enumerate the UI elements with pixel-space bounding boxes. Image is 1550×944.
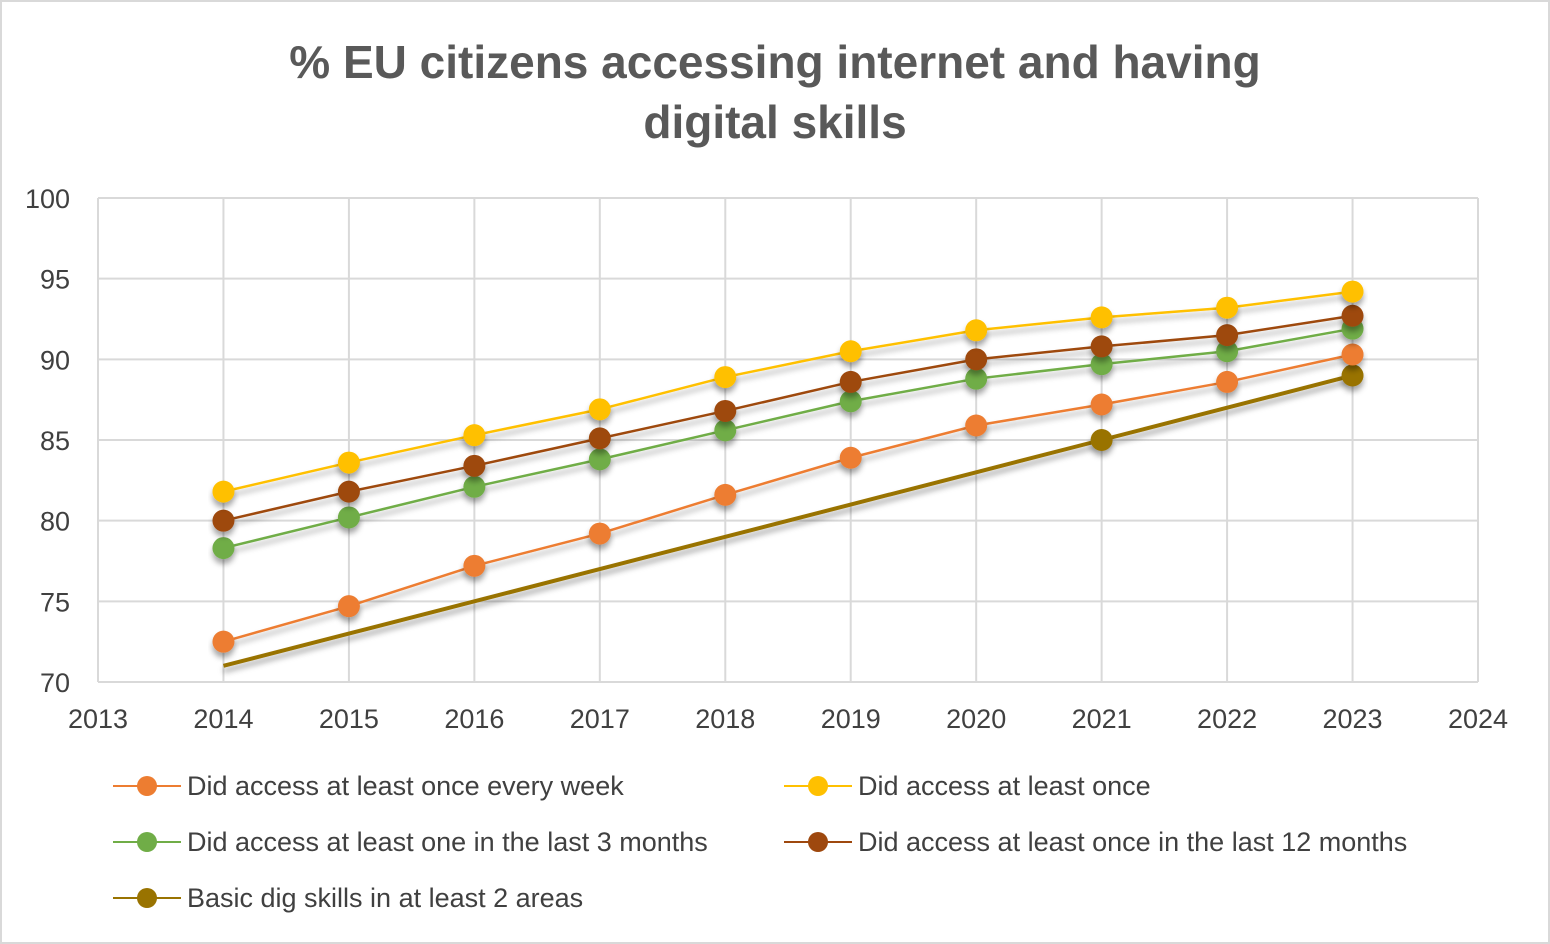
data-point-at-least-once-2014 (212, 480, 235, 503)
data-point-at-least-once-2017 (588, 398, 611, 421)
data-point-3-months-2017 (588, 448, 611, 471)
x-tick-label-2023: 2023 (1323, 704, 1383, 734)
data-point-weekly-2017 (588, 522, 611, 545)
data-point-12-months-2015 (337, 480, 360, 503)
x-tick-label-2014: 2014 (193, 704, 253, 734)
x-tick-label-2022: 2022 (1197, 704, 1257, 734)
gridlines (97, 197, 1479, 683)
chart-title-line-2: digital skills (643, 96, 907, 148)
y-tick-label-75: 75 (40, 587, 70, 617)
data-point-12-months-2022 (1216, 324, 1239, 347)
x-tick-label-2018: 2018 (695, 704, 755, 734)
x-tick-label-2016: 2016 (444, 704, 504, 734)
data-point-at-least-once-2015 (337, 451, 360, 474)
data-point-3-months-2021 (1090, 353, 1113, 376)
x-tick-label-2015: 2015 (319, 704, 379, 734)
data-point-12-months-2016 (463, 454, 486, 477)
y-tick-label-90: 90 (40, 345, 70, 375)
chart-title-line-1: % EU citizens accessing internet and hav… (289, 36, 1261, 88)
y-tick-label-95: 95 (40, 265, 70, 295)
x-tick-label-2021: 2021 (1072, 704, 1132, 734)
data-point-weekly-2022 (1216, 370, 1239, 393)
data-point-weekly-2014 (212, 630, 235, 653)
data-point-at-least-once-2023 (1341, 280, 1364, 303)
series-line-weekly (223, 353, 1353, 643)
data-point-3-months-2022 (1216, 340, 1239, 363)
data-point-12-months-2017 (588, 427, 611, 450)
chart-title: % EU citizens accessing internet and hav… (0, 32, 1550, 152)
data-point-weekly-2016 (463, 554, 486, 577)
series-line-basic-skills (222, 373, 1354, 668)
x-tick-label-2013: 2013 (68, 704, 128, 734)
axis-tick-labels: 70 75 80 85 90 95 100 2013 2014 2015 2016 2017 2018 2… (25, 184, 1508, 734)
y-tick-label-70: 70 (40, 668, 70, 698)
x-tick-label-2024: 2024 (1448, 704, 1508, 734)
data-point-12-months-2021 (1090, 335, 1113, 358)
data-point-weekly-2023 (1341, 343, 1364, 366)
data-point-at-least-once-2021 (1090, 306, 1113, 329)
data-point-3-months-2016 (463, 475, 486, 498)
data-point-at-least-once-2020 (965, 319, 988, 342)
x-tick-label-2020: 2020 (946, 704, 1006, 734)
data-point-12-months-2014 (212, 509, 235, 532)
series-line-at-least-once (223, 290, 1353, 493)
series-line-12-months (223, 314, 1353, 522)
y-tick-label-100: 100 (25, 184, 70, 214)
data-point-3-months-2015 (337, 506, 360, 529)
data-point-weekly-2020 (965, 414, 988, 437)
data-point-3-months-2014 (212, 537, 235, 560)
data-point-basic-skills-2023 (1341, 364, 1364, 387)
data-point-weekly-2021 (1090, 393, 1113, 416)
data-point-3-months-2018 (714, 419, 737, 442)
data-point-12-months-2020 (965, 348, 988, 371)
data-point-3-months-2019 (839, 390, 862, 413)
series-lines (212, 280, 1364, 668)
data-point-weekly-2019 (839, 446, 862, 469)
data-point-weekly-2015 (337, 595, 360, 618)
data-point-at-least-once-2018 (714, 366, 737, 389)
data-point-12-months-2019 (839, 370, 862, 393)
data-point-at-least-once-2016 (463, 424, 486, 447)
series-line-3-months (223, 327, 1353, 550)
x-tick-label-2017: 2017 (570, 704, 630, 734)
data-point-3-months-2020 (965, 367, 988, 390)
y-tick-label-85: 85 (40, 426, 70, 456)
data-point-at-least-once-2019 (839, 340, 862, 363)
x-tick-label-2019: 2019 (821, 704, 881, 734)
data-point-12-months-2023 (1341, 304, 1364, 327)
data-point-basic-skills-2021 (1090, 429, 1113, 451)
data-point-weekly-2018 (714, 483, 737, 506)
data-point-at-least-once-2022 (1216, 296, 1239, 319)
data-point-12-months-2018 (714, 399, 737, 422)
y-tick-label-80: 80 (40, 507, 70, 537)
